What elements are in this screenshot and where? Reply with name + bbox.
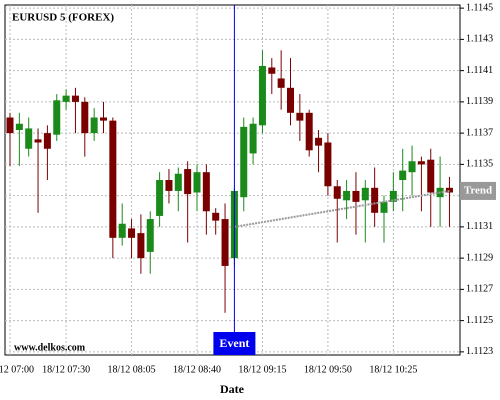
candle-body xyxy=(380,201,388,213)
candle-body xyxy=(315,137,323,146)
y-tick-label: 1.1125 xyxy=(466,315,493,326)
event-label: Event xyxy=(219,336,249,350)
candle-body xyxy=(137,233,145,259)
candle-body xyxy=(6,117,14,134)
candle-body xyxy=(277,78,285,88)
candle-body xyxy=(193,172,201,193)
candle-body xyxy=(165,180,173,191)
candle-body xyxy=(258,65,266,126)
x-tick-label: 18/12 09:15 xyxy=(238,364,286,375)
candle-body xyxy=(71,95,79,102)
candle-body xyxy=(62,95,70,102)
watermark: www.delkos.com xyxy=(14,342,86,353)
y-tick-label: 1.1127 xyxy=(466,284,493,295)
candle-body xyxy=(389,190,397,202)
candle-body xyxy=(296,112,304,121)
candle-body xyxy=(90,117,98,134)
x-tick-label: 18/12 07:30 xyxy=(42,364,90,375)
candle-body xyxy=(81,101,89,134)
chart-title: EURUSD 5 (FOREX) xyxy=(12,12,114,24)
candle-body xyxy=(417,161,425,165)
candle-body xyxy=(174,173,182,191)
candle-body xyxy=(445,187,453,193)
y-tick-label: 1.1137 xyxy=(466,127,493,138)
y-tick-label: 1.1131 xyxy=(466,221,493,232)
candle-body xyxy=(146,219,154,252)
x-tick-label: 18/12 08:40 xyxy=(173,364,221,375)
x-tick-label: 18/12 09:50 xyxy=(304,364,352,375)
candle-body xyxy=(43,133,51,149)
candle-body xyxy=(249,123,257,154)
candle-body xyxy=(371,187,379,213)
candle-body xyxy=(427,159,435,193)
candle-body xyxy=(100,117,107,121)
candle-body xyxy=(343,190,351,201)
y-tick-label: 1.1143 xyxy=(466,34,493,45)
trend-label: Trend xyxy=(464,184,492,196)
candle-body xyxy=(240,126,248,198)
trend-label-box xyxy=(460,181,496,200)
y-tick-label: 1.1123 xyxy=(466,346,493,357)
x-tick-label: 18/12 10:25 xyxy=(369,364,417,375)
candle-body xyxy=(324,142,332,187)
candle-body xyxy=(399,170,407,180)
candle-body xyxy=(34,139,42,143)
marks xyxy=(6,50,453,313)
candle-body xyxy=(361,187,369,201)
y-tick-label: 1.1135 xyxy=(466,159,493,170)
candle-body xyxy=(184,169,192,195)
candle-body xyxy=(268,67,276,74)
candle-body xyxy=(53,100,61,135)
candle-body xyxy=(25,128,33,149)
candle-body xyxy=(212,212,220,221)
candle-body xyxy=(287,87,294,113)
candle-body xyxy=(352,190,360,202)
x-tick-label: 18/12 08:05 xyxy=(108,364,156,375)
candle-body xyxy=(118,223,126,238)
candle-body xyxy=(202,172,210,212)
candle-body xyxy=(333,186,341,199)
candle-body xyxy=(156,180,164,216)
candle-body xyxy=(221,219,229,266)
candle-body xyxy=(305,112,313,151)
candle-body xyxy=(128,228,136,238)
candle-body xyxy=(109,120,117,238)
y-tick-label: 1.1139 xyxy=(466,96,493,107)
y-tick-label: 1.1145 xyxy=(466,2,493,13)
trend-line xyxy=(234,189,450,228)
candle-body xyxy=(408,161,416,173)
x-tick-label: 18/12 07:00 xyxy=(0,364,34,375)
event-label-box xyxy=(213,332,256,355)
candle-body xyxy=(15,123,23,130)
x-axis-title: Date xyxy=(220,382,245,396)
y-tick-label: 1.1141 xyxy=(466,65,493,76)
y-tick-label: 1.1129 xyxy=(466,252,493,263)
